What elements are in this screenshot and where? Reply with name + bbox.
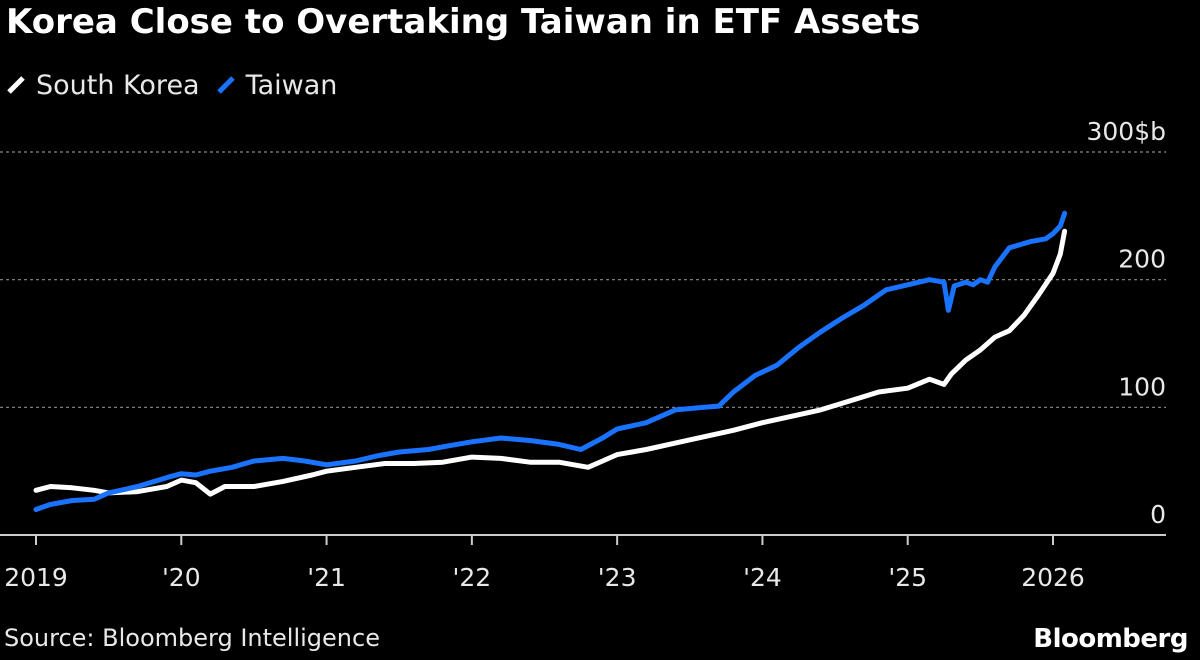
y-tick-label-300: 300$b (1087, 117, 1167, 146)
bloomberg-logo: Bloomberg (1033, 624, 1188, 654)
y-tick-label-0: 0 (1150, 500, 1166, 529)
series-line-taiwan (33, 210, 1068, 512)
x-tick-label-3: '22 (453, 563, 492, 592)
legend-swatch-south-korea (7, 76, 25, 94)
legend-item-south-korea: South Korea (6, 70, 200, 101)
legend-swatch-taiwan (216, 76, 235, 94)
y-tick-label-200: 200 (1118, 245, 1166, 274)
legend-item-taiwan: Taiwan (216, 69, 338, 101)
x-tick-label-2: '21 (307, 563, 346, 592)
legend-label-taiwan: Taiwan (245, 69, 338, 101)
legend: South Korea Taiwan (6, 68, 353, 102)
chart-title: Korea Close to Overtaking Taiwan in ETF … (6, 2, 921, 42)
x-tick-label-6: '25 (888, 563, 927, 592)
legend-label-south-korea: South Korea (36, 69, 200, 101)
series-line-south-korea (33, 228, 1068, 497)
x-tick-label-5: '24 (743, 563, 782, 592)
y-tick-label-100: 100 (1118, 372, 1166, 401)
x-tick-label-7: 2026 (1021, 563, 1085, 592)
x-tick-label-1: '20 (162, 563, 201, 592)
x-tick-label-4: '23 (598, 563, 637, 592)
x-tick-label-0: 2019 (4, 563, 68, 592)
source-note: Source: Bloomberg Intelligence (4, 624, 380, 652)
